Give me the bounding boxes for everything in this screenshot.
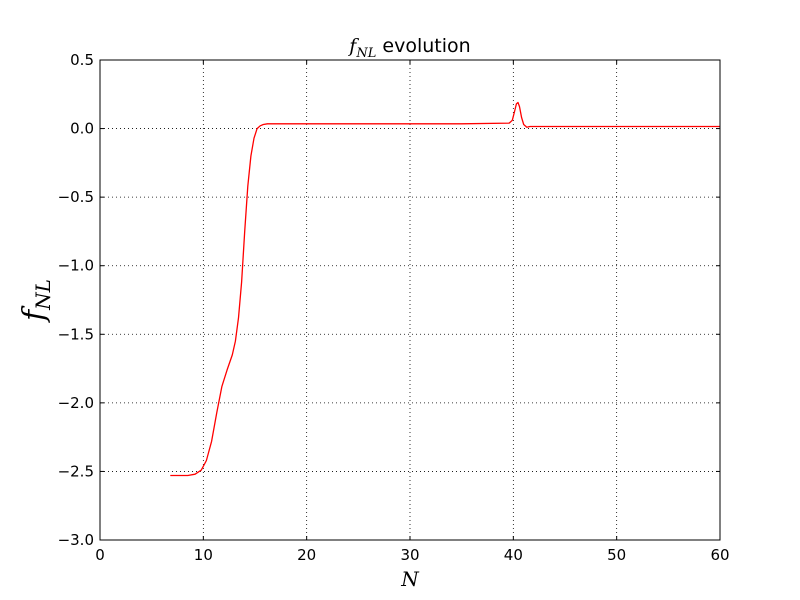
y-tick-labels: 0.5 0.0 −0.5 −1.0 −1.5 −2.0 −2.5 −3.0 <box>58 51 94 549</box>
y-axis-label-subscript: NL <box>31 279 55 311</box>
x-tick-label: 20 <box>297 546 316 564</box>
x-tick-label: 40 <box>504 546 523 564</box>
chart-title-subscript: NL <box>355 46 376 61</box>
series-line <box>170 101 720 477</box>
y-tick-label: −1.5 <box>58 325 94 343</box>
x-tick-label: 50 <box>607 546 626 564</box>
chart-title: fNL evolution <box>347 35 470 61</box>
x-tick-labels: 0 10 20 30 40 50 60 <box>95 546 729 564</box>
x-tick-label: 10 <box>194 546 213 564</box>
x-axis-label: N <box>400 567 420 591</box>
x-tick-label: 0 <box>95 546 105 564</box>
y-tick-label: 0.5 <box>70 51 94 69</box>
tick-marks <box>99 59 721 541</box>
y-tick-label: −2.5 <box>58 462 94 480</box>
y-tick-label: 0.0 <box>70 120 94 138</box>
y-tick-label: −0.5 <box>58 188 94 206</box>
chart-title-text: evolution <box>376 35 470 57</box>
grid-lines <box>100 60 720 540</box>
y-tick-label: −3.0 <box>58 531 94 549</box>
x-tick-label: 60 <box>710 546 729 564</box>
y-tick-label: −1.0 <box>58 257 94 275</box>
chart-title-symbol: f <box>347 35 359 57</box>
series-layer <box>170 101 720 477</box>
y-tick-label: −2.0 <box>58 394 94 412</box>
x-tick-label: 30 <box>400 546 419 564</box>
